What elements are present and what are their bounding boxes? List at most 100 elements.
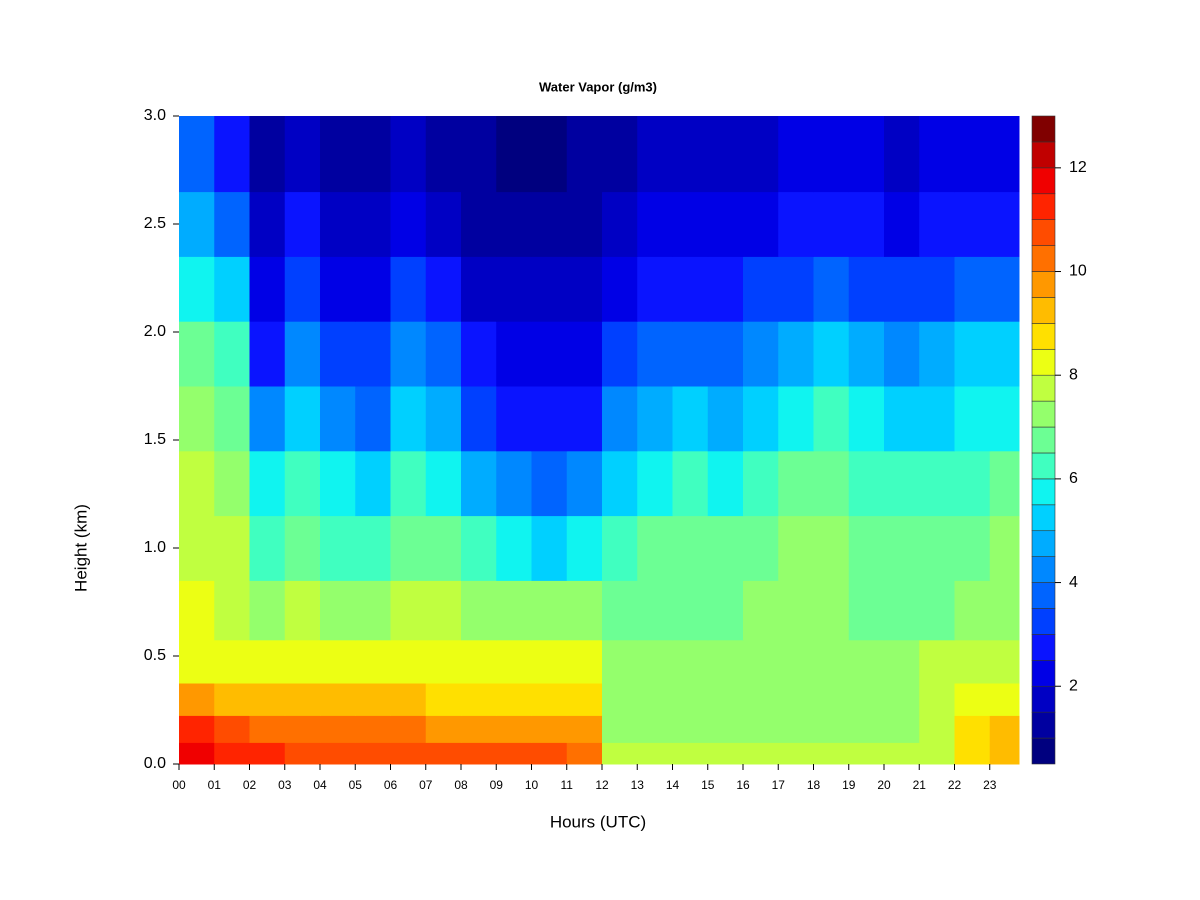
heatmap-cell — [883, 742, 920, 765]
chart-title: Water Vapor (g/m3) — [539, 79, 657, 94]
heatmap-cell — [601, 515, 638, 581]
heatmap-cell — [179, 191, 215, 257]
heatmap-cell — [179, 256, 215, 322]
heatmap-cell — [883, 715, 920, 743]
heatmap-cell — [179, 515, 215, 581]
heatmap-cell — [249, 515, 286, 581]
heatmap-cell — [919, 683, 955, 716]
heatmap-cell — [425, 450, 462, 517]
colorbar-segment — [1031, 348, 1056, 376]
heatmap-cell — [672, 116, 709, 193]
heatmap-cell — [672, 515, 709, 581]
heatmap-cell — [637, 580, 673, 641]
x-tick-label: 19 — [842, 778, 856, 792]
heatmap-cell — [778, 321, 814, 387]
heatmap-cell — [425, 515, 462, 581]
heatmap-cell — [954, 450, 991, 517]
heatmap-cell — [531, 321, 568, 387]
heatmap-cell — [566, 742, 603, 765]
heatmap-cell — [707, 580, 744, 641]
heatmap-cell — [390, 191, 427, 257]
heatmap-cell — [425, 683, 462, 716]
colorbar-segment — [1031, 426, 1056, 454]
colorbar-segment — [1031, 452, 1056, 480]
colorbar-segment — [1031, 685, 1056, 713]
heatmap-cell — [989, 715, 1020, 743]
heatmap-cell — [531, 191, 568, 257]
heatmap-cell — [214, 386, 250, 452]
heatmap-cell — [284, 386, 321, 452]
heatmap-cell — [249, 191, 286, 257]
heatmap-cell — [179, 742, 215, 765]
heatmap-cell — [355, 321, 391, 387]
heatmap-cell — [566, 515, 603, 581]
heatmap-cell — [249, 683, 286, 716]
heatmap-cell — [637, 386, 673, 452]
x-tick-label: 20 — [877, 778, 891, 792]
heatmap-cell — [919, 580, 955, 641]
heatmap-cell — [742, 386, 779, 452]
heatmap-cell — [566, 450, 603, 517]
heatmap-cell — [742, 715, 779, 743]
heatmap-cell — [601, 116, 638, 193]
x-tick-label: 03 — [278, 778, 292, 792]
heatmap-cell — [425, 191, 462, 257]
x-tick-label: 23 — [983, 778, 997, 792]
colorbar-segment — [1031, 374, 1056, 402]
heatmap-cell — [601, 742, 638, 765]
heatmap-cell — [284, 256, 321, 322]
heatmap-cell — [249, 639, 286, 684]
heatmap-cell — [319, 116, 356, 193]
heatmap-cell — [249, 116, 286, 193]
heatmap-cell — [813, 321, 850, 387]
heatmap-cell — [707, 116, 744, 193]
heatmap-cell — [778, 450, 814, 517]
y-tick-label: 0.0 — [144, 755, 166, 772]
heatmap-cell — [496, 116, 532, 193]
heatmap-cell — [883, 321, 920, 387]
heatmap-cell — [742, 639, 779, 684]
heatmap-cell — [425, 256, 462, 322]
heatmap-cell — [214, 450, 250, 517]
heatmap-cell — [778, 116, 814, 193]
heatmap-cell — [460, 116, 497, 193]
heatmap-cell — [531, 742, 568, 765]
heatmap-cell — [707, 321, 744, 387]
heatmap-cell — [390, 450, 427, 517]
heatmap-cell — [778, 639, 814, 684]
colorbar-segment — [1031, 193, 1056, 220]
heatmap-cell — [566, 321, 603, 387]
heatmap-cell — [496, 639, 532, 684]
heatmap-cell — [742, 256, 779, 322]
heatmap-cell — [601, 639, 638, 684]
heatmap-cell — [989, 742, 1020, 765]
heatmap-cell — [883, 683, 920, 716]
heatmap-cell — [707, 191, 744, 257]
heatmap-cell — [637, 742, 673, 765]
heatmap-cell — [778, 256, 814, 322]
heatmap-cell — [883, 580, 920, 641]
heatmap-cell — [813, 191, 850, 257]
heatmap-cell — [390, 715, 427, 743]
heatmap-cell — [848, 742, 885, 765]
colorbar-segment — [1031, 141, 1056, 169]
heatmap-cell — [249, 386, 286, 452]
colorbar-tick-label: 12 — [1069, 159, 1087, 176]
heatmap-cell — [848, 256, 885, 322]
heatmap-cell — [249, 715, 286, 743]
heatmap-cell — [355, 116, 391, 193]
heatmap-cell — [989, 450, 1020, 517]
heatmap-cell — [284, 191, 321, 257]
heatmap-cell — [460, 683, 497, 716]
heatmap-cell — [319, 191, 356, 257]
heatmap-cell — [707, 515, 744, 581]
heatmap-cell — [848, 515, 885, 581]
heatmap-cell — [672, 580, 709, 641]
heatmap-cell — [319, 450, 356, 517]
heatmap-cell — [319, 639, 356, 684]
heatmap-cell — [989, 386, 1020, 452]
heatmap-cell — [214, 515, 250, 581]
heatmap-cell — [566, 191, 603, 257]
colorbar-segment — [1031, 582, 1056, 609]
x-tick-label: 01 — [208, 778, 222, 792]
